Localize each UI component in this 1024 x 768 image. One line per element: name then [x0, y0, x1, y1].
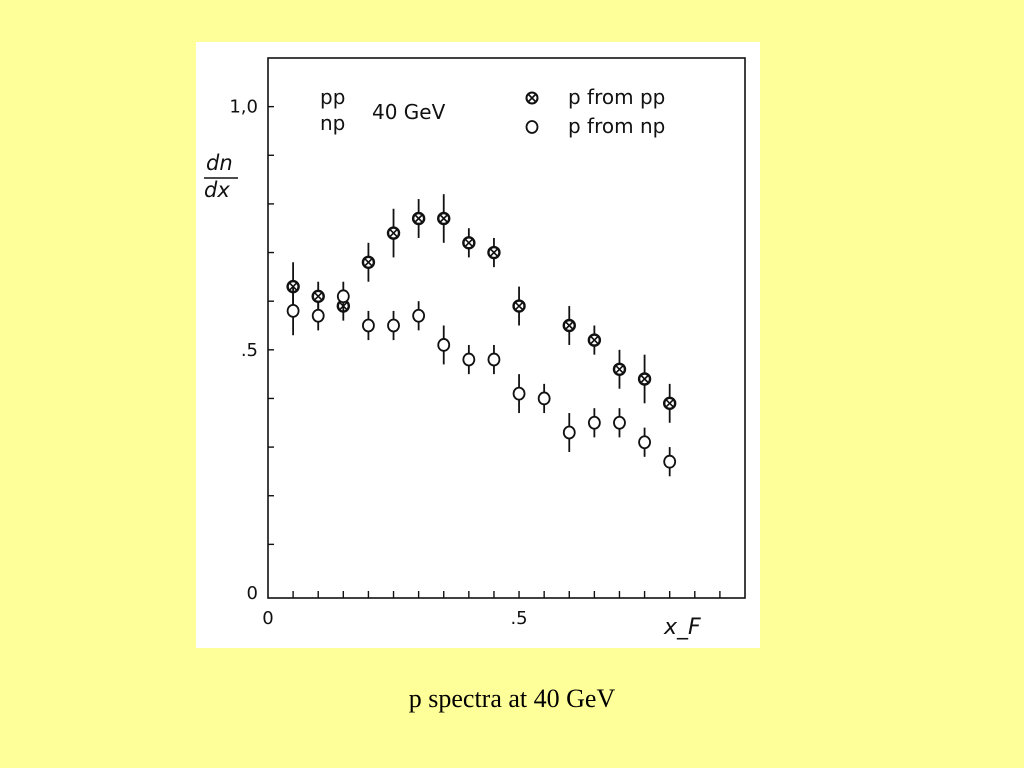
data-point-pp	[462, 228, 476, 258]
slide-caption: p spectra at 40 GeV	[408, 684, 616, 713]
data-point-np	[663, 447, 677, 477]
y-axis-title-num: dn	[206, 151, 233, 175]
annotation-np: np	[320, 111, 345, 135]
marker-cross	[389, 229, 398, 238]
x-axis-title: x_F	[663, 615, 701, 640]
data-point-pp	[437, 194, 451, 243]
marker-open-circle	[311, 308, 325, 323]
marker-open-circle	[512, 386, 526, 401]
marker-open-circle	[462, 352, 476, 367]
annotation-energy: 40 GeV	[372, 100, 446, 124]
data-point-np	[487, 344, 501, 375]
marker-open-circle	[286, 304, 300, 318]
data-layer	[286, 194, 677, 477]
marker-open-circle	[437, 338, 451, 352]
marker-open-circle	[336, 289, 350, 304]
legend-marker-open	[525, 120, 539, 134]
data-point-pp	[662, 383, 677, 423]
marker-open-circle	[362, 318, 375, 333]
data-point-pp	[411, 199, 426, 238]
marker-cross	[665, 399, 674, 408]
marker-cross	[489, 248, 499, 257]
marker-cross	[590, 336, 599, 345]
scatter-plot: dn dx x_F pp np 40 GeV p from pp p from …	[204, 57, 746, 640]
marker-open-circle	[587, 415, 601, 430]
marker-open-circle	[537, 391, 551, 406]
x-tick-label: .5	[510, 608, 527, 629]
marker-open-circle	[638, 435, 651, 450]
legend-label-pp: p from pp	[568, 85, 665, 109]
data-point-pp	[587, 325, 602, 355]
marker-open-circle	[562, 425, 576, 440]
legend-label-np: p from np	[568, 114, 665, 138]
data-point-np	[362, 310, 375, 341]
plot-card: dn dx x_F pp np 40 GeV p from pp p from …	[196, 42, 760, 648]
data-point-np	[412, 301, 426, 331]
marker-cross	[640, 374, 649, 384]
data-point-pp	[637, 354, 652, 404]
x-tick-label: 0	[262, 608, 273, 629]
data-point-pp	[612, 349, 627, 389]
data-point-np	[311, 301, 325, 331]
marker-cross	[439, 214, 448, 223]
data-point-np	[336, 281, 350, 311]
data-point-pp	[386, 208, 401, 258]
marker-cross	[414, 214, 423, 223]
marker-cross	[565, 321, 574, 330]
legend: p from pp p from np	[525, 85, 665, 138]
y-tick-label: 1,0	[229, 97, 258, 118]
marker-cross	[615, 365, 624, 374]
marker-open-circle	[613, 415, 626, 430]
annotation-pp: pp	[320, 85, 345, 109]
marker-open-circle	[387, 318, 400, 333]
data-point-np	[587, 408, 601, 438]
data-point-np	[562, 413, 576, 452]
y-axis-title-den: dx	[204, 178, 230, 202]
data-point-np	[286, 286, 300, 336]
marker-open-circle	[663, 454, 677, 469]
data-point-pp	[512, 286, 526, 326]
plot-frame	[267, 57, 746, 599]
y-axis-title: dn dx	[204, 151, 238, 202]
marker-open-circle	[487, 352, 501, 367]
data-point-np	[638, 427, 651, 457]
y-tick-label: 0	[247, 583, 258, 604]
marker-cross	[464, 238, 473, 247]
marker-cross	[314, 292, 323, 301]
data-point-np	[462, 344, 476, 375]
marker-cross	[514, 301, 524, 311]
data-point-pp	[562, 306, 576, 345]
data-point-np	[537, 383, 551, 414]
marker-cross	[364, 258, 373, 267]
marker-open-circle	[412, 308, 426, 323]
data-point-np	[387, 310, 400, 341]
legend-marker-crossed	[525, 91, 539, 105]
data-point-np	[613, 408, 626, 438]
data-point-np	[512, 374, 526, 414]
y-tick-label: .5	[241, 340, 258, 361]
axis-layer: 0 .5 1,0 0 .5	[229, 97, 721, 629]
data-point-np	[437, 325, 451, 365]
data-point-pp	[487, 237, 501, 268]
data-point-pp	[361, 242, 376, 282]
